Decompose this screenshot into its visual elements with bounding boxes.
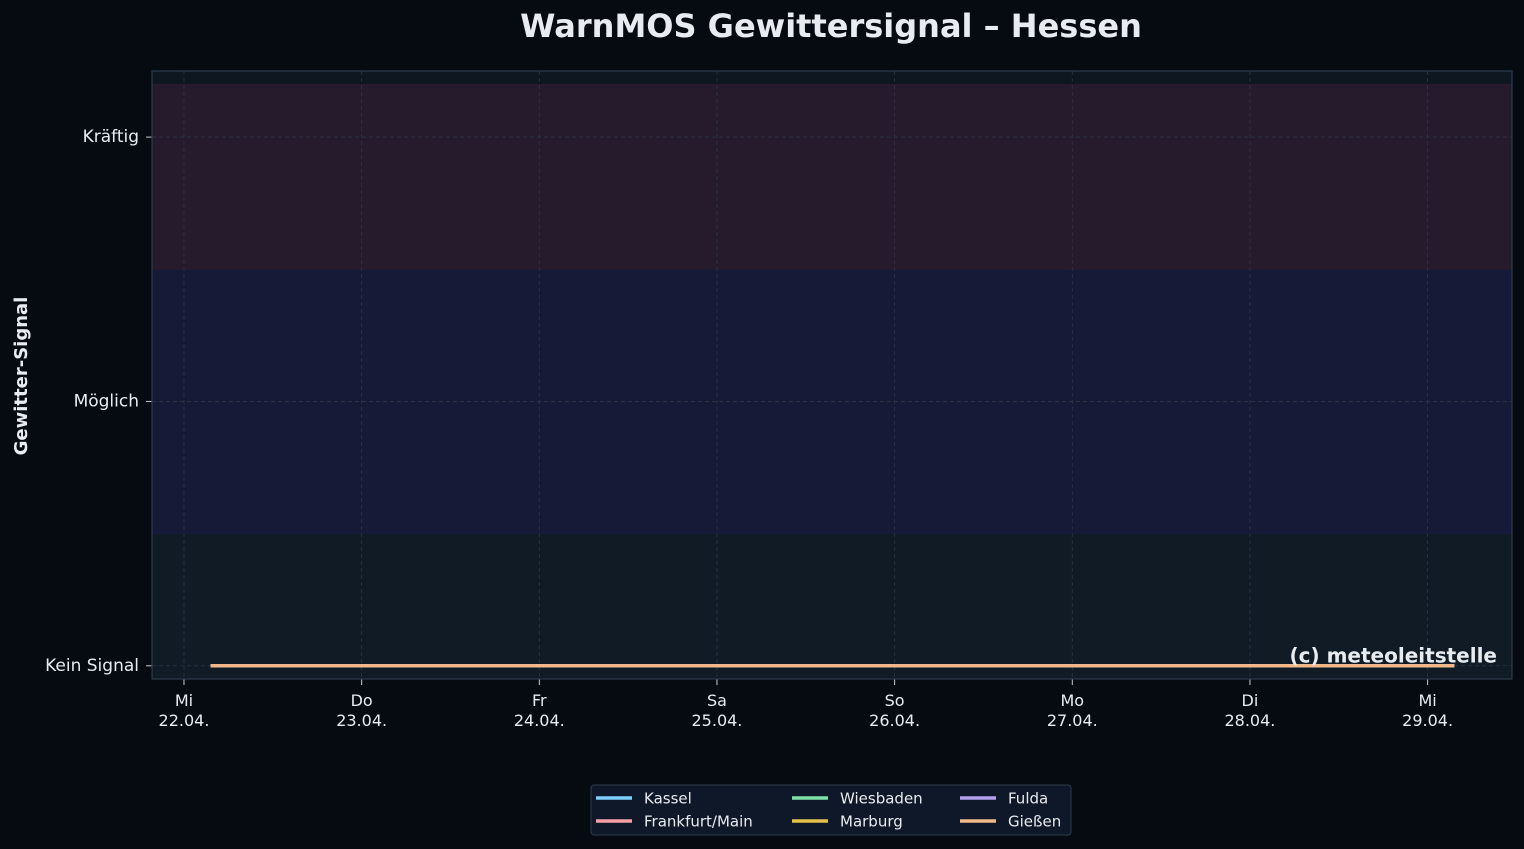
legend-label: Wiesbaden xyxy=(840,790,923,808)
legend: Kassel Frankfurt/Main Wiesbaden Marburg Fuld… xyxy=(590,784,1072,836)
legend-label: Gießen xyxy=(1008,813,1061,831)
x-tick-label: Mi 29.04. xyxy=(1402,691,1454,730)
watermark: (c) meteoleitstelle xyxy=(1289,644,1497,668)
x-tick-label: So 26.04. xyxy=(869,691,921,730)
legend-label: Fulda xyxy=(1008,790,1048,808)
x-tick-label: Fr 24.04. xyxy=(513,691,565,730)
x-tick-label: Sa 25.04. xyxy=(691,691,743,730)
legend-label: Kassel xyxy=(644,790,692,808)
legend-label: Frankfurt/Main xyxy=(644,813,753,831)
chart-title: WarnMOS Gewittersignal – Hessen xyxy=(520,7,1142,45)
legend-label: Marburg xyxy=(840,813,903,831)
x-tick-label: Mi 22.04. xyxy=(158,691,210,730)
y-tick-label: Kräftig xyxy=(83,127,139,147)
y-tick-label: Möglich xyxy=(74,391,139,411)
y-tick-label: Kein Signal xyxy=(45,656,139,676)
legend-box xyxy=(590,784,1072,836)
y-axis-label: Gewitter-Signal xyxy=(11,297,32,456)
x-tick-label: Do 23.04. xyxy=(336,691,388,730)
plot-border xyxy=(151,70,1513,680)
x-tick-label: Mo 27.04. xyxy=(1046,691,1098,730)
x-tick-label: Di 28.04. xyxy=(1224,691,1276,730)
signal-band xyxy=(151,83,1513,270)
